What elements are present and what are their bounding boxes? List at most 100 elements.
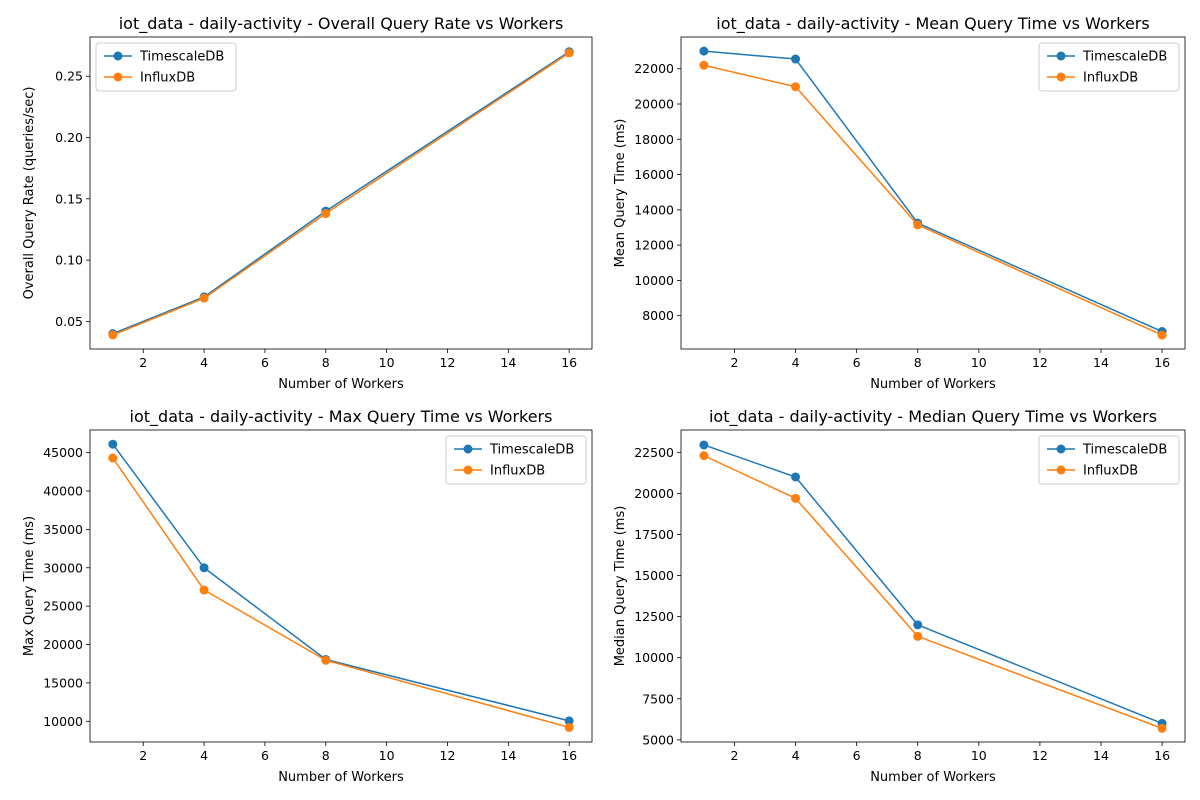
legend-item: TimescaleDB [454, 443, 574, 458]
y-tick-label: 20000 [634, 97, 674, 112]
series-influxdb [108, 48, 574, 340]
x-tick-label: 6 [853, 355, 861, 370]
x-tick-label: 16 [1154, 355, 1170, 370]
y-tick-label: 22000 [634, 61, 674, 76]
x-tick-label: 4 [200, 355, 208, 370]
legend-marker [1056, 51, 1066, 61]
x-tick-label: 4 [792, 355, 800, 370]
x-axis: 2 4 6 8 10 12 14 16 [139, 349, 577, 370]
y-axis: 0.05 0.10 0.15 0.20 0.25 [55, 69, 90, 329]
x-axis-title: Number of Workers [870, 377, 996, 392]
x-axis: 2 4 6 8 10 12 14 16 [139, 742, 577, 763]
data-point [913, 220, 923, 230]
chart-panel-3: iot_data - daily-activity - Max Query Ti… [22, 407, 593, 785]
x-tick-label: 14 [500, 355, 516, 370]
data-point [791, 54, 801, 64]
data-point [199, 563, 209, 573]
data-point [913, 631, 923, 641]
legend: TimescaleDB InfluxDB [1038, 435, 1180, 485]
y-tick-label: 22500 [634, 445, 674, 460]
series-line [703, 444, 1163, 725]
x-tick-label: 8 [914, 748, 922, 763]
y-tick-label: 10000 [43, 714, 83, 729]
y-tick-label: 15000 [634, 568, 674, 583]
legend-marker [1056, 465, 1066, 475]
legend: TimescaleDB InfluxDB [95, 42, 237, 92]
data-point [108, 453, 118, 463]
chart-panel-2: iot_data - daily-activity - Mean Query T… [613, 14, 1186, 392]
legend-item: TimescaleDB [1047, 50, 1167, 65]
legend-label: TimescaleDB [1082, 50, 1167, 65]
data-point [699, 46, 709, 56]
x-axis-title: Number of Workers [278, 770, 404, 785]
legend-marker [113, 51, 123, 61]
x-tick-label: 14 [1093, 748, 1109, 763]
legend-item: TimescaleDB [1047, 443, 1167, 458]
series-influxdb [699, 60, 1167, 340]
x-tick-label: 2 [139, 748, 147, 763]
y-tick-label: 14000 [634, 202, 674, 217]
y-tick-label: 40000 [43, 484, 83, 499]
y-tick-label: 17500 [634, 527, 674, 542]
y-axis-title: Median Query Time (ms) [613, 506, 628, 667]
y-tick-label: 25000 [43, 599, 83, 614]
y-tick-label: 16000 [634, 167, 674, 182]
legend-label: TimescaleDB [1082, 443, 1167, 458]
x-tick-label: 8 [322, 355, 330, 370]
y-tick-label: 5000 [642, 732, 674, 747]
y-tick-label: 8000 [642, 308, 674, 323]
x-axis-title: Number of Workers [278, 377, 404, 392]
y-axis: 8000 10000 12000 14000 16000 18000 20000 22000 [634, 61, 681, 323]
x-tick-label: 14 [1093, 355, 1109, 370]
x-tick-label: 4 [792, 748, 800, 763]
legend-marker [1056, 444, 1066, 454]
y-tick-label: 0.10 [55, 253, 83, 268]
data-point [699, 440, 709, 450]
series-line [112, 51, 570, 335]
data-point [321, 209, 331, 219]
data-point [791, 493, 801, 503]
x-axis-title: Number of Workers [870, 770, 996, 785]
series-line [112, 52, 570, 336]
y-tick-label: 18000 [634, 132, 674, 147]
x-tick-label: 2 [730, 355, 738, 370]
y-axis-title: Overall Query Rate (queries/sec) [22, 87, 37, 300]
plot-frame [680, 36, 1186, 350]
legend-item: TimescaleDB [104, 50, 224, 65]
data-point [791, 472, 801, 482]
data-point [108, 439, 118, 449]
x-tick-label: 10 [379, 748, 395, 763]
data-point [564, 716, 574, 726]
y-tick-label: 20000 [634, 486, 674, 501]
legend-box [95, 42, 237, 92]
legend-label: InfluxDB [490, 464, 545, 479]
y-axis: 10000 15000 20000 25000 30000 35000 40000 45000 [43, 445, 90, 729]
y-axis-title: Max Query Time (ms) [22, 516, 37, 656]
legend-label: InfluxDB [1083, 71, 1138, 86]
x-tick-label: 16 [561, 748, 577, 763]
x-tick-label: 2 [730, 748, 738, 763]
legend-label: TimescaleDB [139, 50, 224, 65]
legend-box [1038, 435, 1180, 485]
legend: TimescaleDB InfluxDB [445, 435, 587, 485]
y-tick-label: 30000 [43, 560, 83, 575]
plot-frame [89, 36, 593, 350]
plot-frame [680, 429, 1186, 743]
data-point [108, 330, 118, 340]
series-line [703, 50, 1163, 333]
data-point [199, 585, 209, 595]
legend-marker [463, 465, 473, 475]
series-line [703, 454, 1163, 730]
x-tick-label: 10 [379, 355, 395, 370]
y-tick-label: 20000 [43, 637, 83, 652]
legend-label: TimescaleDB [489, 443, 574, 458]
legend-label: InfluxDB [140, 71, 195, 86]
legend-marker [113, 72, 123, 82]
plot-frame [89, 429, 593, 743]
x-tick-label: 8 [914, 355, 922, 370]
legend-item: InfluxDB [1047, 464, 1138, 479]
data-point [564, 48, 574, 58]
legend-box [445, 435, 587, 485]
y-tick-label: 10000 [634, 650, 674, 665]
